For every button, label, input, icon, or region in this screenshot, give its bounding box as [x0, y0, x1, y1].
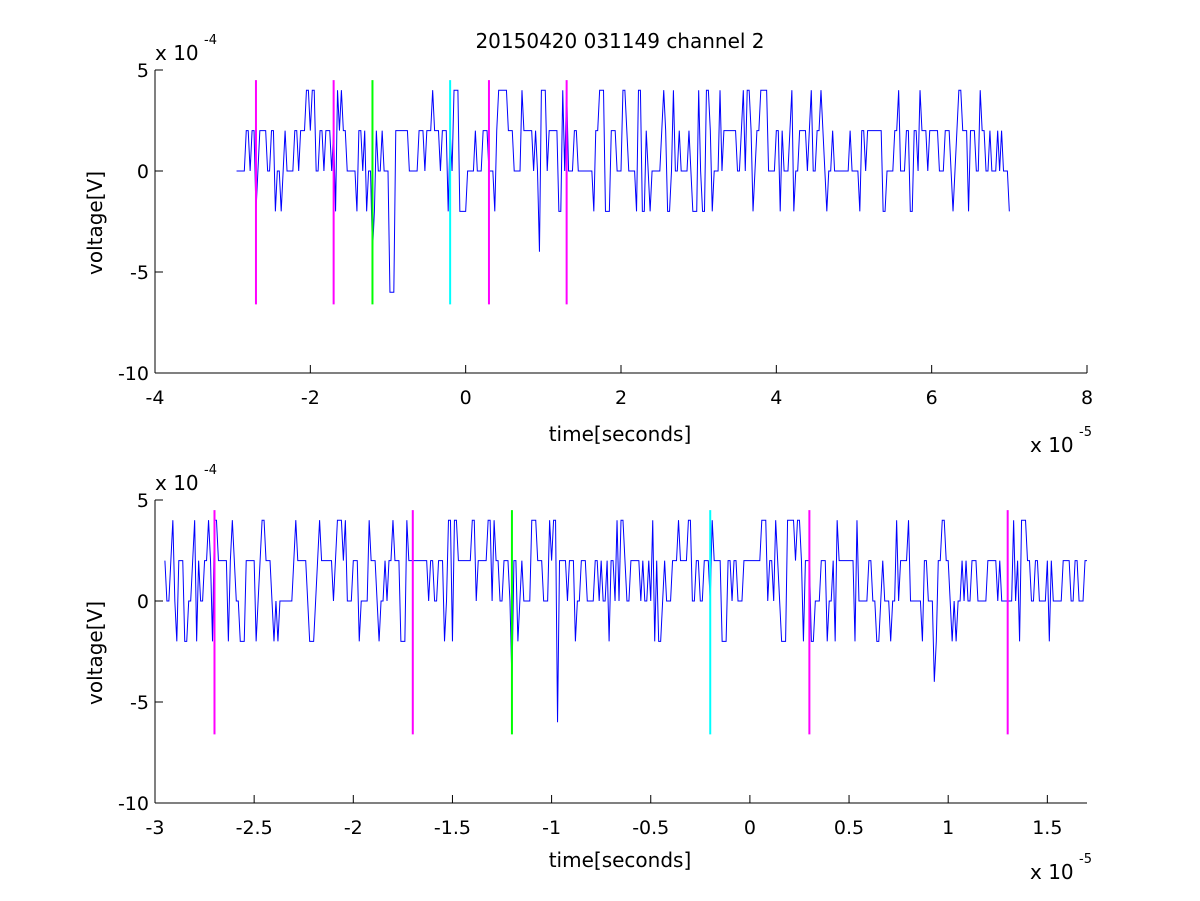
- top-x-tick-label: -4: [146, 387, 165, 409]
- bottom-y-exponent-base: x 10: [155, 471, 199, 495]
- top-x-exponent-base: x 10: [1030, 433, 1074, 457]
- bottom-x-exponent-base: x 10: [1030, 860, 1074, 884]
- bottom-y-tick-label: -5: [130, 692, 149, 714]
- bottom-x-exponent-power: -5: [1079, 852, 1092, 867]
- top-y-tick-label: 5: [137, 60, 149, 82]
- top-axes-layer: -4 -2 0 2 4 6 8 -10 -5 0 5: [118, 60, 1093, 409]
- bottom-x-tick-label: 0.5: [834, 817, 864, 839]
- bottom-x-tick-label: 0: [744, 817, 756, 839]
- top-x-tick-label: 0: [460, 387, 472, 409]
- top-x-tick-label: 8: [1081, 387, 1093, 409]
- top-y-exponent-power: -4: [204, 33, 217, 48]
- top-signal-layer: [236, 89, 1010, 293]
- top-x-tick-label: 6: [926, 387, 938, 409]
- bottom-signal-trace: [164, 519, 1087, 723]
- top-y-exponent-base: x 10: [155, 41, 199, 65]
- bottom-x-axis-label: time[seconds]: [549, 848, 692, 872]
- bottom-y-tick-label: 5: [137, 490, 149, 512]
- bottom-y-tick-label: 0: [137, 591, 149, 613]
- bottom-marker-layer: [213, 510, 1009, 735]
- top-marker-layer: [254, 80, 568, 305]
- top-x-tick-label: 4: [770, 387, 782, 409]
- top-x-tick-label: -2: [301, 387, 320, 409]
- top-y-tick-label: -10: [118, 363, 149, 385]
- bottom-y-tick-label: -10: [118, 793, 149, 815]
- top-x-exponent-power: -5: [1079, 425, 1092, 440]
- bottom-y-axis-label: voltage[V]: [83, 601, 107, 705]
- bottom-y-exponent-power: -4: [204, 463, 217, 478]
- bottom-panel: -3 -2.5 -2 -1.5 -1 -0.5 0 0.5 1 1.5 -10 -5 0 5 time[s…: [83, 463, 1092, 884]
- top-panel: -4 -2 0 2 4 6 8 -10 -5 0 5 time[seconds] voltage[V…: [83, 33, 1093, 457]
- bottom-signal-layer: [164, 519, 1087, 723]
- bottom-x-tick-label: -0.5: [632, 817, 669, 839]
- bottom-x-tick-label: 1: [942, 817, 954, 839]
- bottom-x-tick-label: -3: [146, 817, 165, 839]
- top-signal-trace: [236, 89, 1010, 293]
- top-x-axis-label: time[seconds]: [549, 422, 692, 446]
- top-y-axis-label: voltage[V]: [83, 171, 107, 275]
- bottom-x-tick-label: -1: [542, 817, 561, 839]
- bottom-x-tick-label: -1.5: [434, 817, 471, 839]
- top-x-tick-label: 2: [615, 387, 627, 409]
- bottom-axes-layer: -3 -2.5 -2 -1.5 -1 -0.5 0 0.5 1 1.5 -10 -5 0 5: [118, 490, 1087, 839]
- chart-title: 20150420 031149 channel 2: [475, 29, 764, 53]
- bottom-x-tick-label: -2: [344, 817, 363, 839]
- bottom-x-tick-label: -2.5: [236, 817, 273, 839]
- top-y-tick-label: -5: [130, 262, 149, 284]
- bottom-x-tick-label: 1.5: [1032, 817, 1062, 839]
- top-y-tick-label: 0: [137, 161, 149, 183]
